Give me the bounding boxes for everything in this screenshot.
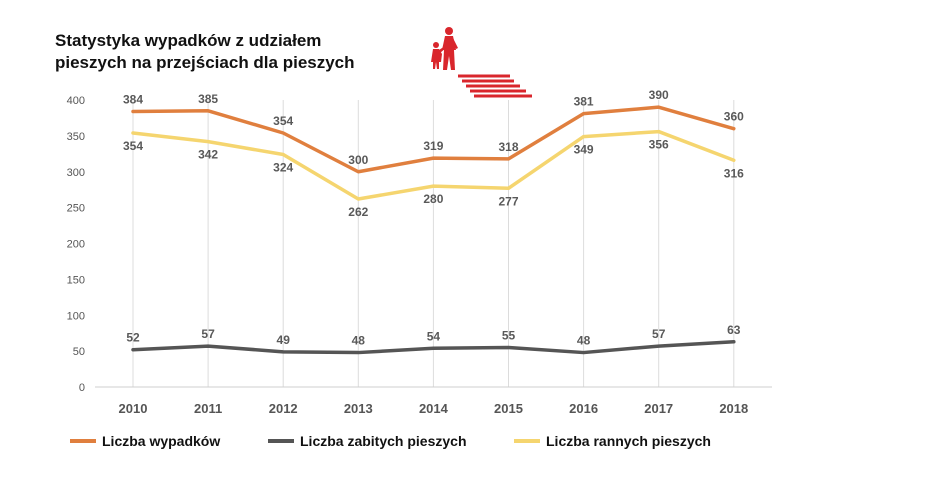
y-tick-label-300: 300: [67, 167, 85, 179]
data-label-rannych-2018: 316: [724, 166, 744, 180]
data-label-rannych-2013: 262: [348, 205, 368, 219]
data-label-zabitych-2012: 49: [277, 333, 291, 347]
data-label-zabitych-2015: 55: [502, 329, 516, 343]
y-tick-label-150: 150: [67, 274, 85, 286]
data-label-wypadkow-2011: 385: [198, 92, 218, 106]
legend-swatch-rannych: [514, 439, 540, 443]
series-line-zabitych: [131, 340, 736, 355]
y-tick-label-50: 50: [73, 346, 85, 358]
data-label-wypadkow-2013: 300: [348, 153, 368, 167]
x-tick-label-2013: 2013: [344, 401, 373, 416]
data-label-rannych-2014: 280: [423, 192, 443, 206]
y-tick-label-100: 100: [67, 310, 85, 322]
data-label-zabitych-2017: 57: [652, 327, 666, 341]
x-tick-label-2017: 2017: [644, 401, 673, 416]
legend-swatch-zabitych: [268, 439, 294, 443]
data-label-wypadkow-2016: 381: [574, 95, 594, 109]
x-tick-label-2014: 2014: [419, 401, 449, 416]
x-tick-label-2015: 2015: [494, 401, 523, 416]
legend-item-wypadkow: Liczba wypadków: [70, 433, 220, 449]
y-tick-label-250: 250: [67, 203, 85, 215]
x-tick-label-2016: 2016: [569, 401, 598, 416]
series-line-wypadkow: [131, 105, 736, 174]
data-label-wypadkow-2017: 390: [649, 88, 669, 102]
chart-title-line-2: pieszych na przejściach dla pieszych: [55, 53, 355, 72]
legend-item-zabitych: Liczba zabitych pieszych: [268, 433, 467, 449]
mother-and-child-icon: [431, 27, 458, 70]
data-label-zabitych-2016: 48: [577, 334, 591, 348]
data-label-zabitych-2018: 63: [727, 323, 741, 337]
zebra-stripes-icon: [458, 74, 532, 98]
x-tick-label-2018: 2018: [719, 401, 748, 416]
chart-title-line-1: Statystyka wypadków z udziałem: [55, 31, 322, 50]
legend-swatch-wypadkow: [70, 439, 96, 443]
data-label-wypadkow-2018: 360: [724, 110, 744, 124]
x-tick-label-2010: 2010: [119, 401, 148, 416]
legend-label-zabitych: Liczba zabitych pieszych: [300, 433, 467, 449]
data-label-rannych-2017: 356: [649, 138, 669, 152]
data-label-rannych-2015: 277: [498, 194, 518, 208]
chart-title: Statystyka wypadków z udziałem pieszych …: [55, 30, 355, 74]
data-label-wypadkow-2010: 384: [123, 92, 143, 106]
data-label-rannych-2012: 324: [273, 161, 293, 175]
y-tick-label-0: 0: [79, 382, 85, 394]
legend-item-rannych: Liczba rannych pieszych: [514, 433, 711, 449]
series-line-rannych: [131, 129, 736, 201]
data-label-zabitych-2013: 48: [352, 334, 366, 348]
data-label-wypadkow-2014: 319: [423, 139, 443, 153]
x-tick-label-2012: 2012: [269, 401, 298, 416]
data-label-zabitych-2014: 54: [427, 329, 441, 343]
data-label-rannych-2011: 342: [198, 148, 218, 162]
data-label-wypadkow-2015: 318: [498, 140, 518, 154]
data-label-zabitych-2010: 52: [126, 331, 140, 345]
pedestrian-crossing-icon: [431, 27, 532, 98]
y-tick-label-200: 200: [67, 239, 85, 251]
legend-label-rannych: Liczba rannych pieszych: [546, 433, 711, 449]
legend-label-wypadkow: Liczba wypadków: [102, 433, 221, 449]
data-label-zabitych-2011: 57: [201, 327, 215, 341]
y-tick-label-400: 400: [67, 95, 85, 107]
data-label-rannych-2010: 354: [123, 139, 143, 153]
data-label-wypadkow-2012: 354: [273, 114, 293, 128]
y-tick-label-350: 350: [67, 131, 85, 143]
data-label-rannych-2016: 349: [574, 143, 594, 157]
x-tick-label-2011: 2011: [194, 401, 222, 416]
